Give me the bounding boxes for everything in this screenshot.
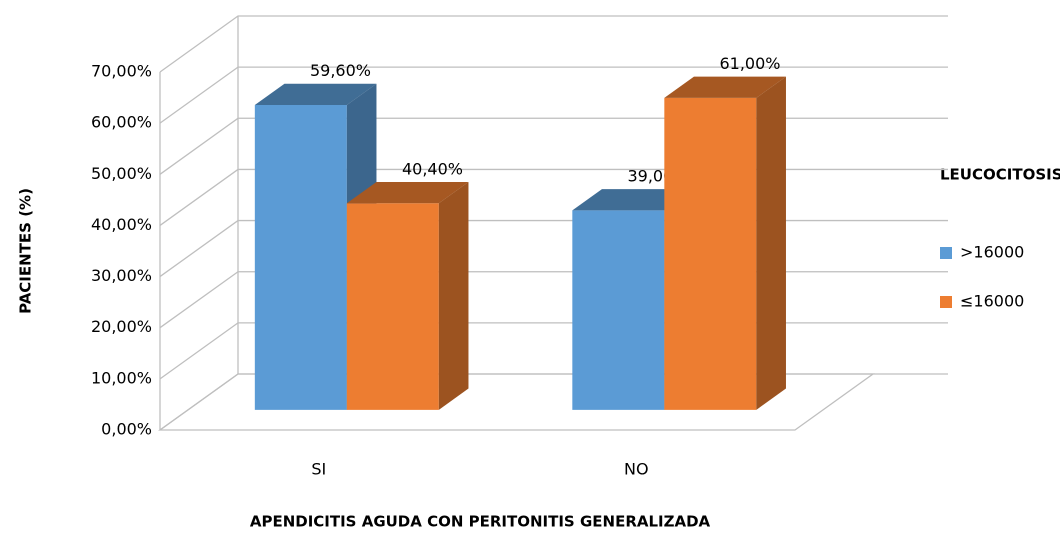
- legend-title: LEUCOCITOSIS: [940, 166, 1060, 184]
- legend-swatch: [940, 296, 952, 308]
- bar-top: [346, 181, 469, 204]
- legend-label: ≤16000: [960, 292, 1024, 311]
- bar-top: [572, 189, 694, 211]
- bar-front: [664, 97, 757, 410]
- y-tick-label: 40,00%: [91, 215, 152, 234]
- bar-front: [254, 105, 347, 410]
- bar-top: [254, 83, 377, 106]
- value-label: 61,00%: [719, 54, 780, 73]
- grid-line: [159, 66, 948, 124]
- bar-front: [572, 210, 665, 410]
- legend-label: >16000: [960, 243, 1024, 262]
- value-label: 59,60%: [310, 61, 371, 80]
- y-tick-label: 10,00%: [91, 368, 152, 387]
- bar-front: [346, 203, 439, 410]
- legend-swatch: [940, 247, 952, 259]
- x-tick-label: SI: [311, 460, 326, 479]
- bar-top: [664, 76, 786, 98]
- x-axis-label: APENDICITIS AGUDA CON PERITONITIS GENERA…: [250, 513, 711, 531]
- bar-side: [438, 181, 469, 410]
- y-tick-label: 0,00%: [101, 420, 152, 439]
- y-tick-label: 50,00%: [91, 164, 152, 183]
- x-tick-label: NO: [624, 460, 649, 479]
- bar-side: [756, 76, 786, 410]
- grid-line: [159, 15, 948, 73]
- y-tick-label: 20,00%: [91, 317, 152, 336]
- y-axis-label: PACIENTES (%): [17, 188, 35, 314]
- y-tick-label: 30,00%: [91, 266, 152, 285]
- y-tick-label: 70,00%: [91, 62, 152, 81]
- value-label: 40,40%: [402, 159, 463, 178]
- y-tick-label: 60,00%: [91, 113, 152, 132]
